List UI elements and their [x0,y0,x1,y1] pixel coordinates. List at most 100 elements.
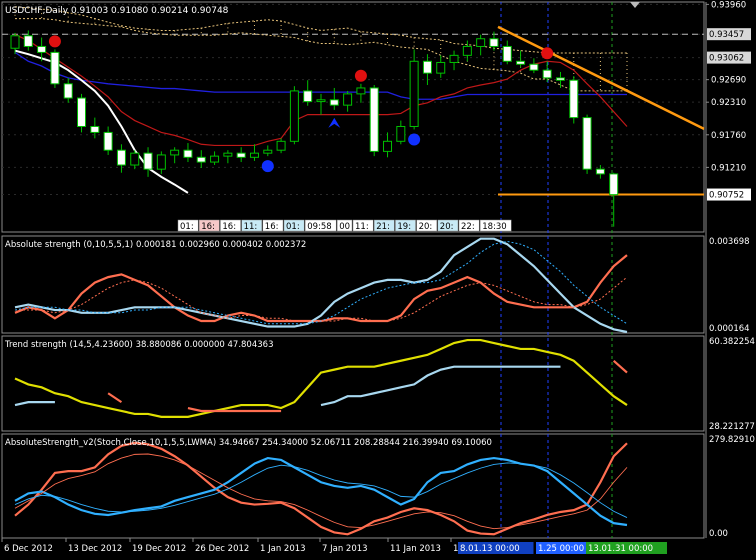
candle-body [103,131,113,151]
time-box-label: 21: [376,222,390,232]
time-tag: 8.01.13 00:00 [458,542,534,554]
signal-sell-marker [541,47,554,60]
time-box-bg [198,219,220,232]
candle-body [476,38,486,47]
time-box: 20: [416,219,438,232]
series-line-1 [14,441,628,536]
kijun-line [14,34,628,147]
time-box: 01: [283,219,305,232]
pane-frame-1 [1,1,705,233]
current-price-box [707,188,751,201]
current-price-label: 0.90752 [709,191,744,201]
trend-strength-pane-title: Trend strength (14,5,4.23600) 38.880086 … [4,340,273,350]
pane-frame-3 [1,335,705,432]
candle-body [529,63,539,71]
time-box-bg [304,219,337,232]
time-axis-label: 1 Jan 2013 [260,544,306,554]
time-axis-label: 13 Dec 2012 [68,544,122,554]
series-line-3 [187,406,282,413]
time-box: 09:58 [304,219,337,232]
price-pane-title: USDCHF,Daily 0.91003 0.91080 0.90214 0.9… [5,6,229,16]
time-axis-label: 6 Dec 2012 [4,544,53,554]
time-box-label: 22: [461,222,475,232]
candle-body [183,149,193,158]
signal-sell-marker [354,69,367,82]
trend-strength-pane: Trend strength (14,5,4.23600) 38.880086 … [4,337,755,432]
signal-sell-marker [48,35,61,48]
time-box-bg [283,219,305,232]
candle-body [37,45,47,53]
time-box-bg [437,219,459,232]
candle-body [289,90,299,142]
candle-body [609,173,619,196]
candle-body [156,154,166,170]
cloud-span-a [14,6,627,54]
candle-body [462,45,472,56]
absolute-strength-v2-pane-title: AbsoluteStrength_v2(Stoch,Close,10,1,5,5… [5,438,492,448]
time-box-label: 19: [397,222,411,232]
price-tick-label: 0.93960 [711,0,746,10]
time-axis-label: 26 Dec 2012 [195,544,249,554]
candle-body [316,99,326,103]
absolute-strength-v2-pane-tick-label: 279.82910 [709,435,755,445]
time-box: 16: [220,219,241,232]
series-line-1 [14,338,628,418]
time-tag-bg [458,542,534,554]
level-price-box [707,28,751,41]
candle-body [143,152,153,170]
candle-body [356,87,366,95]
time-box-label: 00 [339,222,350,232]
time-axis-label: 11 Jan 2013 [390,544,441,554]
candle-body [90,125,100,133]
time-box-label: 20: [419,222,433,232]
time-box: 21: [373,219,395,232]
time-tag-label: 13.01.31 00:00 [588,544,653,554]
candle-body [10,35,20,49]
candle-body [263,149,273,154]
candle-body [555,77,565,81]
series-line-3 [107,392,123,404]
price-tick-label: 0.92690 [711,76,746,86]
trend-line [497,25,705,130]
time-tag-label: 1.25 00:00 [538,544,584,554]
series-line-1 [14,254,628,323]
candle-body [369,87,379,152]
time-box-bg [352,219,374,232]
absolute-strength-pane-tick-label: 0.003698 [709,237,750,247]
time-tag: 1.25 00:00 [536,542,595,554]
candle-body [436,61,446,74]
series-line-2 [14,456,628,527]
time-axis-label: 7 Jan 2013 [322,544,368,554]
signal-buy-marker [261,160,274,173]
time-box-label: 20: [440,222,454,232]
series-line-3 [612,359,628,374]
candle-body [582,117,592,170]
candle-body [249,152,259,158]
price-tick-label: 0.91210 [711,163,746,173]
signal-buy-marker [408,133,421,146]
candle-body [343,93,353,106]
pane-frame-2 [1,235,705,334]
time-box-bg [336,219,353,232]
time-box: 11: [352,219,374,232]
time-tag-label: 8.01.13 00:00 [460,544,520,554]
candle-body [396,125,406,142]
candle-body [276,140,286,151]
time-box-label: 16: [265,222,279,232]
candle-body [502,45,512,62]
candle-body [170,149,180,156]
time-box-bg [262,219,284,232]
candle-body [130,152,140,166]
time-box: 11: [241,219,263,232]
candle-body [489,38,499,47]
candle-body [196,156,206,163]
candle-body [63,83,73,99]
candle-body [210,155,220,163]
tenkan-line [14,49,189,194]
time-box-bg [479,219,512,232]
time-box-bg [220,219,241,232]
time-box-bg [241,219,263,232]
absolute-strength-pane-title: Absolute strength (0,10,5,5,1) 0.000181 … [5,240,306,250]
absolute-strength-pane-tick-label: 0.000164 [709,324,750,334]
